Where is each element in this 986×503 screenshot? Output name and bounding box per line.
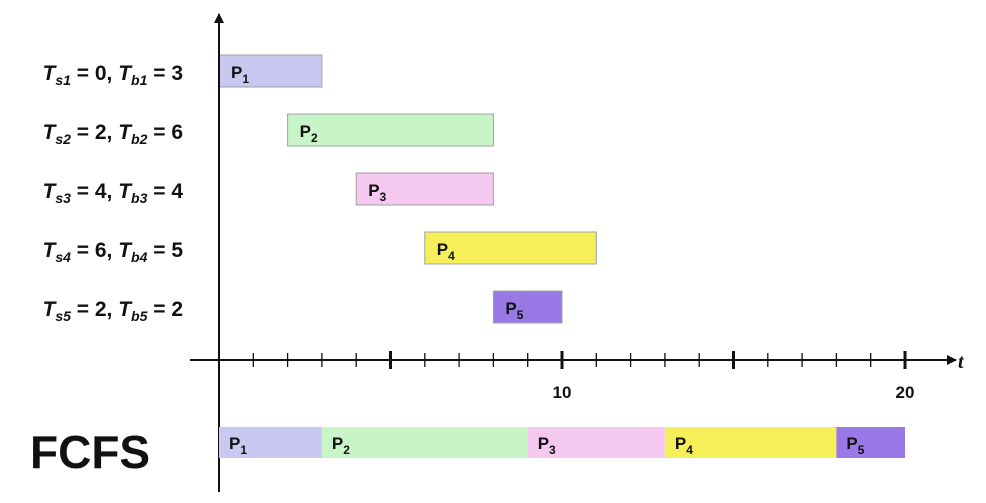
row-label-part: = — [71, 62, 95, 85]
process-bar-label-p3-subscript: 3 — [380, 190, 387, 204]
process-bar-label-p5-letter: P — [505, 299, 516, 318]
row-label-part: b4 — [131, 249, 148, 265]
row-label-part: , — [107, 62, 119, 85]
row-label-part: 4 — [171, 180, 183, 203]
schedule-block-label-p5-subscript: 5 — [858, 443, 865, 457]
process-bar-p2 — [287, 113, 494, 147]
tick-label-20: 20 — [896, 383, 915, 402]
schedule-block-label-p3-subscript: 3 — [549, 443, 556, 457]
row-label-part: , — [107, 121, 119, 144]
row-label-p2: Ts2 = 2, Tb2 = 6 — [43, 121, 184, 147]
row-label-part: = — [147, 239, 171, 262]
row-label-part: = — [147, 298, 171, 321]
process-bar-label-p1-letter: P — [231, 63, 242, 82]
schedule-block-label-p1-subscript: 1 — [240, 443, 247, 457]
row-label-part: b2 — [131, 131, 148, 147]
process-bar-label-p5: P5 — [505, 299, 523, 322]
process-bar-label-p3: P3 — [368, 181, 386, 204]
process-bar-label-p5-subscript: 5 — [517, 308, 524, 322]
row-label-part: = — [147, 121, 171, 144]
schedule-block-label-p2-letter: P — [332, 434, 343, 453]
process-bar-label-p4-letter: P — [437, 240, 448, 259]
schedule-block-p5 — [836, 427, 905, 458]
row-label-part: , — [107, 180, 119, 203]
row-label-part: 2 — [171, 298, 183, 321]
process-bar-label-p1: P1 — [231, 63, 249, 86]
row-label-part: 3 — [171, 62, 183, 85]
row-label-p3: Ts3 = 4, Tb3 = 4 — [43, 180, 184, 206]
row-label-part: 5 — [171, 239, 183, 262]
tick-label-10: 10 — [553, 383, 572, 402]
schedule-block-label-p4: P4 — [675, 434, 693, 457]
row-label-part: s5 — [55, 308, 71, 324]
row-label-part: T — [118, 121, 133, 144]
process-bar-p3 — [355, 172, 494, 206]
process-bar-p5 — [492, 290, 563, 324]
row-label-part: = — [147, 62, 171, 85]
process-bar-label-p2-subscript: 2 — [311, 131, 318, 145]
schedule-block-p4 — [664, 427, 837, 458]
process-bar-label-p4-subscript: 4 — [448, 249, 455, 263]
row-label-part: b3 — [131, 190, 148, 206]
row-label-part: T — [118, 298, 133, 321]
row-label-part: = — [71, 239, 95, 262]
row-label-p1: Ts1 = 0, Tb1 = 3 — [43, 62, 184, 88]
schedule-block-label-p5-letter: P — [846, 434, 857, 453]
schedule-block-label-p2-subscript: 2 — [343, 443, 350, 457]
row-label-part: s1 — [55, 72, 71, 88]
schedule-block-label-p1-letter: P — [229, 434, 240, 453]
row-label-part: T — [43, 62, 58, 85]
schedule-block-p2 — [321, 427, 528, 458]
schedule-block-label-p3: P3 — [538, 434, 556, 457]
row-label-part: s3 — [55, 190, 71, 206]
row-label-part: , — [107, 239, 119, 262]
row-label-part: = — [71, 121, 95, 144]
row-label-part: T — [43, 180, 58, 203]
schedule-block-label-p5: P5 — [846, 434, 864, 457]
row-label-part: T — [118, 180, 133, 203]
row-label-part: b5 — [131, 308, 148, 324]
schedule-block-label-p4-letter: P — [675, 434, 686, 453]
row-label-part: = — [71, 180, 95, 203]
row-label-p5: Ts5 = 2, Tb5 = 2 — [43, 298, 184, 324]
schedule-block-label-p4-subscript: 4 — [686, 443, 693, 457]
row-label-part: b1 — [131, 72, 148, 88]
process-bar-label-p1-subscript: 1 — [242, 72, 249, 86]
row-label-part: 6 — [95, 239, 107, 262]
schedule-block-label-p3-letter: P — [538, 434, 549, 453]
row-label-part: 2 — [95, 121, 107, 144]
row-label-part: T — [118, 62, 133, 85]
row-label-part: 2 — [95, 298, 107, 321]
row-label-part: T — [43, 298, 58, 321]
schedule-block-p3 — [527, 427, 665, 458]
row-label-part: = — [147, 180, 171, 203]
row-label-part: T — [43, 239, 58, 262]
row-label-part: = — [71, 298, 95, 321]
row-label-part: 4 — [95, 180, 107, 203]
row-label-part: 0 — [95, 62, 107, 85]
row-label-part: s2 — [55, 131, 71, 147]
algorithm-label: FCFS — [30, 426, 150, 478]
process-bar-label-p2: P2 — [300, 122, 318, 145]
process-bar-label-p3-letter: P — [368, 181, 379, 200]
row-label-part: , — [107, 298, 119, 321]
row-label-part: T — [118, 239, 133, 262]
process-bar-label-p4: P4 — [437, 240, 455, 263]
row-label-part: T — [43, 121, 58, 144]
schedule-block-p1 — [219, 427, 322, 458]
schedule-block-label-p2: P2 — [332, 434, 350, 457]
row-label-p4: Ts4 = 6, Tb4 = 5 — [43, 239, 184, 265]
time-axis-name: t — [958, 351, 965, 373]
process-bar-p1 — [218, 54, 323, 88]
schedule-block-label-p1: P1 — [229, 434, 247, 457]
process-bar-p4 — [424, 231, 597, 265]
row-label-part: s4 — [55, 249, 71, 265]
process-bar-label-p2-letter: P — [300, 122, 311, 141]
row-label-part: 6 — [171, 121, 183, 144]
